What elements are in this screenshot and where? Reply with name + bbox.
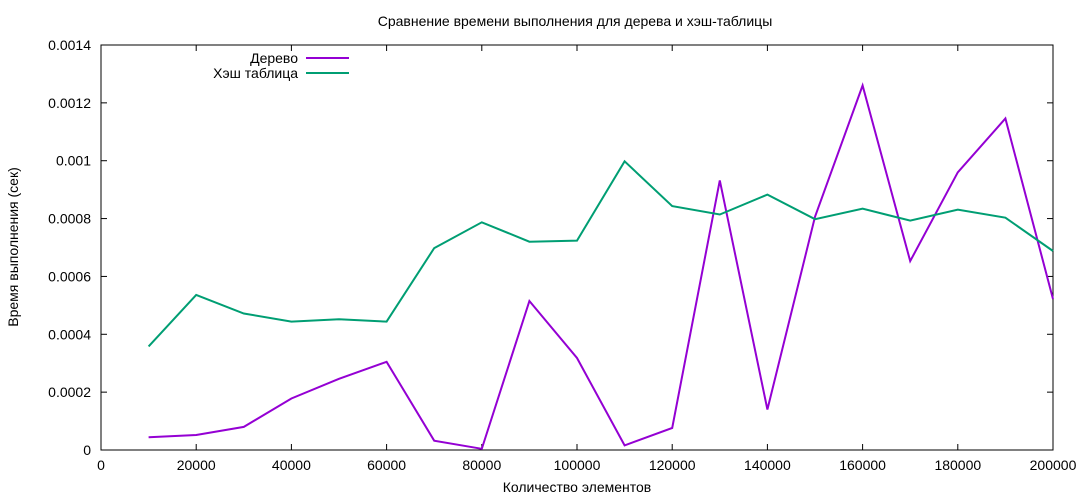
- x-tick-label: 140000: [744, 457, 791, 473]
- y-tick-label: 0.0004: [48, 326, 91, 342]
- y-axis-label: Время выполнения (сек): [5, 167, 21, 327]
- y-tick-label: 0.0014: [48, 37, 91, 53]
- legend-label: Хэш таблица: [213, 65, 298, 81]
- x-tick-label: 120000: [649, 457, 696, 473]
- x-tick-label: 60000: [367, 457, 406, 473]
- plot-frame: [100, 44, 1054, 451]
- x-tick-label: 100000: [554, 457, 601, 473]
- x-tick-label: 40000: [272, 457, 311, 473]
- series-line-2: [147, 159, 1054, 348]
- y-tick-label: 0.001: [56, 153, 91, 169]
- y-tick-label: 0: [83, 442, 91, 458]
- chart-title: Сравнение времени выполнения для дерева …: [378, 13, 773, 29]
- y-tick-label: 0.0012: [48, 95, 91, 111]
- y-tick-label: 0.0006: [48, 268, 91, 284]
- axis-ticks: 0 20000 40000 60000 80000 100000 120000 140000 1…: [48, 37, 1076, 473]
- x-tick-label: 180000: [934, 457, 981, 473]
- x-tick-label: 200000: [1030, 457, 1077, 473]
- x-tick-label: 160000: [839, 457, 886, 473]
- y-tick-label: 0.0002: [48, 384, 91, 400]
- series-lines: [147, 82, 1054, 450]
- legend-label: Дерево: [250, 50, 298, 66]
- x-axis-label: Количество элементов: [503, 479, 651, 495]
- series-line-1: [148, 82, 1054, 450]
- y-tick-label: 0.0008: [48, 211, 91, 227]
- x-tick-label: 80000: [462, 457, 501, 473]
- x-tick-label: 20000: [177, 457, 216, 473]
- x-tick-label: 0: [97, 457, 105, 473]
